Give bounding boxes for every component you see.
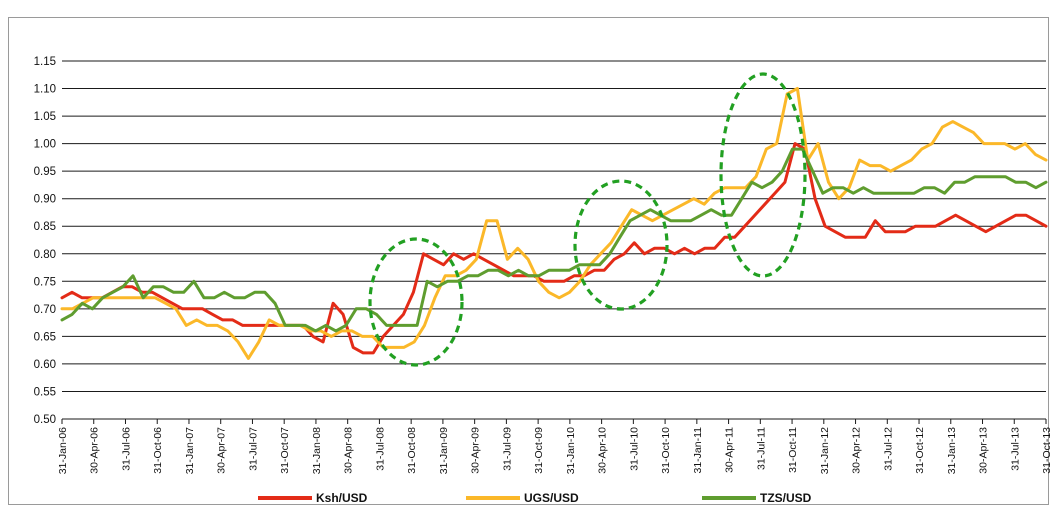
y-tick-label: 0.60 — [34, 359, 56, 371]
x-tick-label: 31-Jul-12 — [882, 427, 894, 471]
x-tick-label: 31-Jul-07 — [247, 427, 259, 471]
legend-label: UGS/USD — [524, 491, 579, 505]
x-tick-label: 31-Jul-11 — [755, 427, 767, 470]
series-line-ksh-usd — [60, 142, 1048, 355]
legend-label: Ksh/USD — [316, 491, 368, 505]
x-tick-label: 31-Jan-13 — [946, 427, 958, 474]
x-tick-label: 31-Oct-13 — [1041, 427, 1053, 474]
y-tick-label: 0.95 — [34, 166, 56, 178]
highlight-ellipse-2008 — [368, 237, 464, 367]
x-tick-label: 30-Apr-10 — [597, 427, 609, 474]
legend-label: TZS/USD — [760, 491, 812, 505]
y-tick-label: 1.10 — [34, 84, 56, 96]
x-tick-label: 31-Oct-12 — [914, 427, 926, 474]
x-tick-label: 30-Apr-11 — [724, 427, 736, 473]
y-tick-label: 0.75 — [34, 276, 56, 288]
highlight-ellipse-2010 — [573, 179, 669, 311]
x-tick-label: 31-Jan-07 — [184, 427, 196, 474]
x-tick-label: 30-Apr-09 — [470, 427, 482, 474]
x-axis-ticks: 31-Jan-06 30-Apr-06 31-Jul-06 31-Oct-06 31-J… — [57, 419, 1053, 474]
x-tick-label: 31-Oct-09 — [533, 427, 545, 474]
x-tick-label: 31-Jan-12 — [819, 427, 831, 474]
x-tick-label: 31-Oct-10 — [660, 427, 672, 474]
x-tick-label: 30-Apr-12 — [851, 427, 863, 474]
x-tick-label: 30-Apr-07 — [216, 427, 228, 474]
chart-frame — [8, 17, 1049, 505]
x-tick-label: 31-Jul-10 — [628, 427, 640, 471]
y-tick-label: 0.85 — [34, 221, 56, 233]
series-line-ugs-usd — [60, 87, 1048, 360]
x-tick-label: 31-Jan-09 — [438, 427, 450, 474]
x-tick-label: 31-Jul-06 — [120, 427, 132, 471]
x-tick-label: 31-Jan-11 — [692, 427, 704, 474]
y-tick-label: 0.50 — [34, 414, 56, 426]
y-tick-label: 0.65 — [34, 331, 56, 343]
x-tick-label: 31-Jan-08 — [311, 427, 323, 474]
y-tick-label: 0.55 — [34, 386, 56, 398]
gridlines — [62, 60, 1046, 420]
highlight-ellipses — [368, 72, 807, 367]
y-tick-label: 0.70 — [34, 304, 56, 316]
x-tick-label: 31-Oct-06 — [152, 427, 164, 474]
x-tick-label: 31-Jul-13 — [1009, 427, 1021, 471]
x-tick-label: 31-Oct-07 — [279, 427, 291, 474]
x-tick-label: 30-Apr-06 — [89, 427, 101, 474]
x-tick-label: 31-Jan-06 — [57, 427, 69, 474]
y-tick-label: 1.05 — [34, 111, 56, 123]
series-line-tzs-usd — [60, 147, 1048, 333]
y-axis-ticks: 0.50 0.55 0.60 0.65 0.70 0.75 0.80 0.85 0.90 0.95… — [34, 56, 56, 426]
x-tick-label: 30-Apr-08 — [343, 427, 355, 474]
series-lines — [60, 87, 1048, 360]
y-tick-label: 1.00 — [34, 139, 56, 151]
y-tick-label: 1.15 — [34, 56, 56, 68]
y-tick-label: 0.90 — [34, 194, 56, 206]
x-tick-label: 31-Oct-11 — [787, 427, 799, 473]
y-tick-label: 0.80 — [34, 249, 56, 261]
x-tick-label: 30-Apr-13 — [978, 427, 990, 474]
legend: Ksh/USD UGS/USD TZS/USD — [258, 491, 812, 505]
highlight-ellipse-2011 — [719, 72, 807, 278]
x-tick-label: 31-Jan-10 — [565, 427, 577, 474]
x-tick-label: 31-Oct-08 — [406, 427, 418, 474]
x-tick-label: 31-Jul-08 — [374, 427, 386, 471]
x-tick-label: 31-Jul-09 — [501, 427, 513, 471]
